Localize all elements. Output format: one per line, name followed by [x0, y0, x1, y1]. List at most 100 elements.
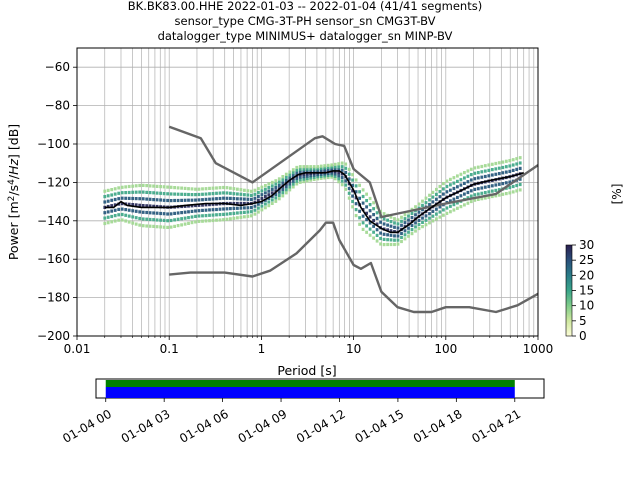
density-cell [442, 182, 445, 186]
density-cell [194, 220, 197, 224]
density-cell [180, 217, 183, 221]
density-cell [326, 167, 330, 171]
density-cell [323, 166, 327, 170]
density-cell [469, 189, 473, 193]
density-cell [253, 204, 257, 208]
density-cell [124, 185, 128, 189]
density-cell [518, 182, 522, 187]
density-cell [305, 167, 309, 171]
density-cell [351, 189, 354, 193]
density-cell [127, 196, 131, 200]
density-cell [421, 220, 424, 224]
density-cell [487, 195, 491, 199]
density-cell [208, 208, 211, 212]
density-cell [508, 164, 512, 168]
density-cell [159, 225, 162, 229]
density-cell [225, 196, 229, 200]
density-cell [173, 218, 176, 222]
density-cell [124, 191, 128, 195]
density-cell [497, 172, 501, 176]
density-cell [225, 212, 229, 216]
density-cell [152, 191, 155, 195]
density-cell [211, 213, 215, 217]
density-cell [215, 207, 218, 212]
density-cell [442, 192, 445, 196]
density-cell [483, 185, 487, 189]
coverage-bar-blue [105, 387, 515, 398]
density-cell [326, 175, 330, 180]
density-cell [232, 192, 236, 196]
density-cell [113, 192, 117, 196]
density-cell [222, 207, 225, 211]
density-cell [497, 161, 501, 165]
density-cell [260, 208, 264, 212]
density-cell [148, 197, 152, 201]
density-cell [504, 159, 508, 163]
density-cell [169, 185, 173, 189]
density-cell [347, 177, 351, 181]
density-cell [302, 180, 306, 184]
density-cell [239, 188, 243, 192]
density-cell [295, 182, 299, 186]
density-cell [155, 218, 159, 222]
density-cell [347, 196, 351, 200]
density-cell [229, 191, 232, 195]
density-cell [403, 221, 407, 225]
density-cell [208, 192, 211, 196]
density-cell [407, 226, 410, 230]
density-cell [319, 172, 323, 176]
density-cell [267, 186, 271, 190]
density-cell [407, 230, 410, 234]
density-cell [326, 173, 330, 178]
density-cell [452, 186, 456, 191]
density-cell [215, 186, 218, 190]
density-cell [337, 174, 341, 178]
density-cell [162, 218, 166, 222]
density-cell [190, 204, 194, 208]
density-cell [438, 210, 442, 214]
density-cell [260, 196, 264, 201]
density-cell [424, 214, 428, 218]
density-cell [504, 170, 508, 174]
colorbar-tick-label: 30 [579, 238, 594, 252]
density-cell [138, 223, 142, 227]
density-cell [187, 198, 190, 202]
density-cell [267, 182, 271, 186]
density-cell [302, 172, 306, 176]
density-cell [375, 222, 379, 226]
density-cell [197, 219, 201, 223]
density-cell [274, 199, 278, 203]
density-cell [264, 184, 267, 188]
density-cell [155, 225, 159, 229]
density-cell [333, 165, 337, 169]
density-cell [312, 177, 316, 181]
density-cell [257, 198, 260, 202]
density-cell [375, 239, 379, 243]
density-cell [110, 188, 114, 192]
density-cell [396, 234, 400, 238]
density-cell [138, 183, 142, 188]
density-cell [340, 183, 344, 187]
density-cell [117, 218, 121, 222]
density-cell [232, 206, 236, 210]
density-cell [487, 163, 491, 167]
density-cell [288, 185, 292, 189]
density-cell [414, 221, 417, 225]
y-tick-label: −60 [45, 60, 70, 74]
density-cell [246, 206, 250, 210]
density-cell [449, 199, 452, 203]
density-cell [337, 177, 341, 181]
density-cell [295, 176, 299, 180]
density-cell [347, 191, 351, 195]
density-cell [421, 199, 424, 203]
density-cell [410, 232, 414, 236]
density-cell [169, 199, 173, 203]
density-cell [281, 175, 285, 179]
density-cell [386, 218, 389, 222]
density-cell [459, 178, 463, 182]
density-cell [134, 222, 138, 226]
density-cell [246, 197, 250, 201]
density-cell [190, 198, 194, 202]
density-cell [438, 184, 442, 189]
